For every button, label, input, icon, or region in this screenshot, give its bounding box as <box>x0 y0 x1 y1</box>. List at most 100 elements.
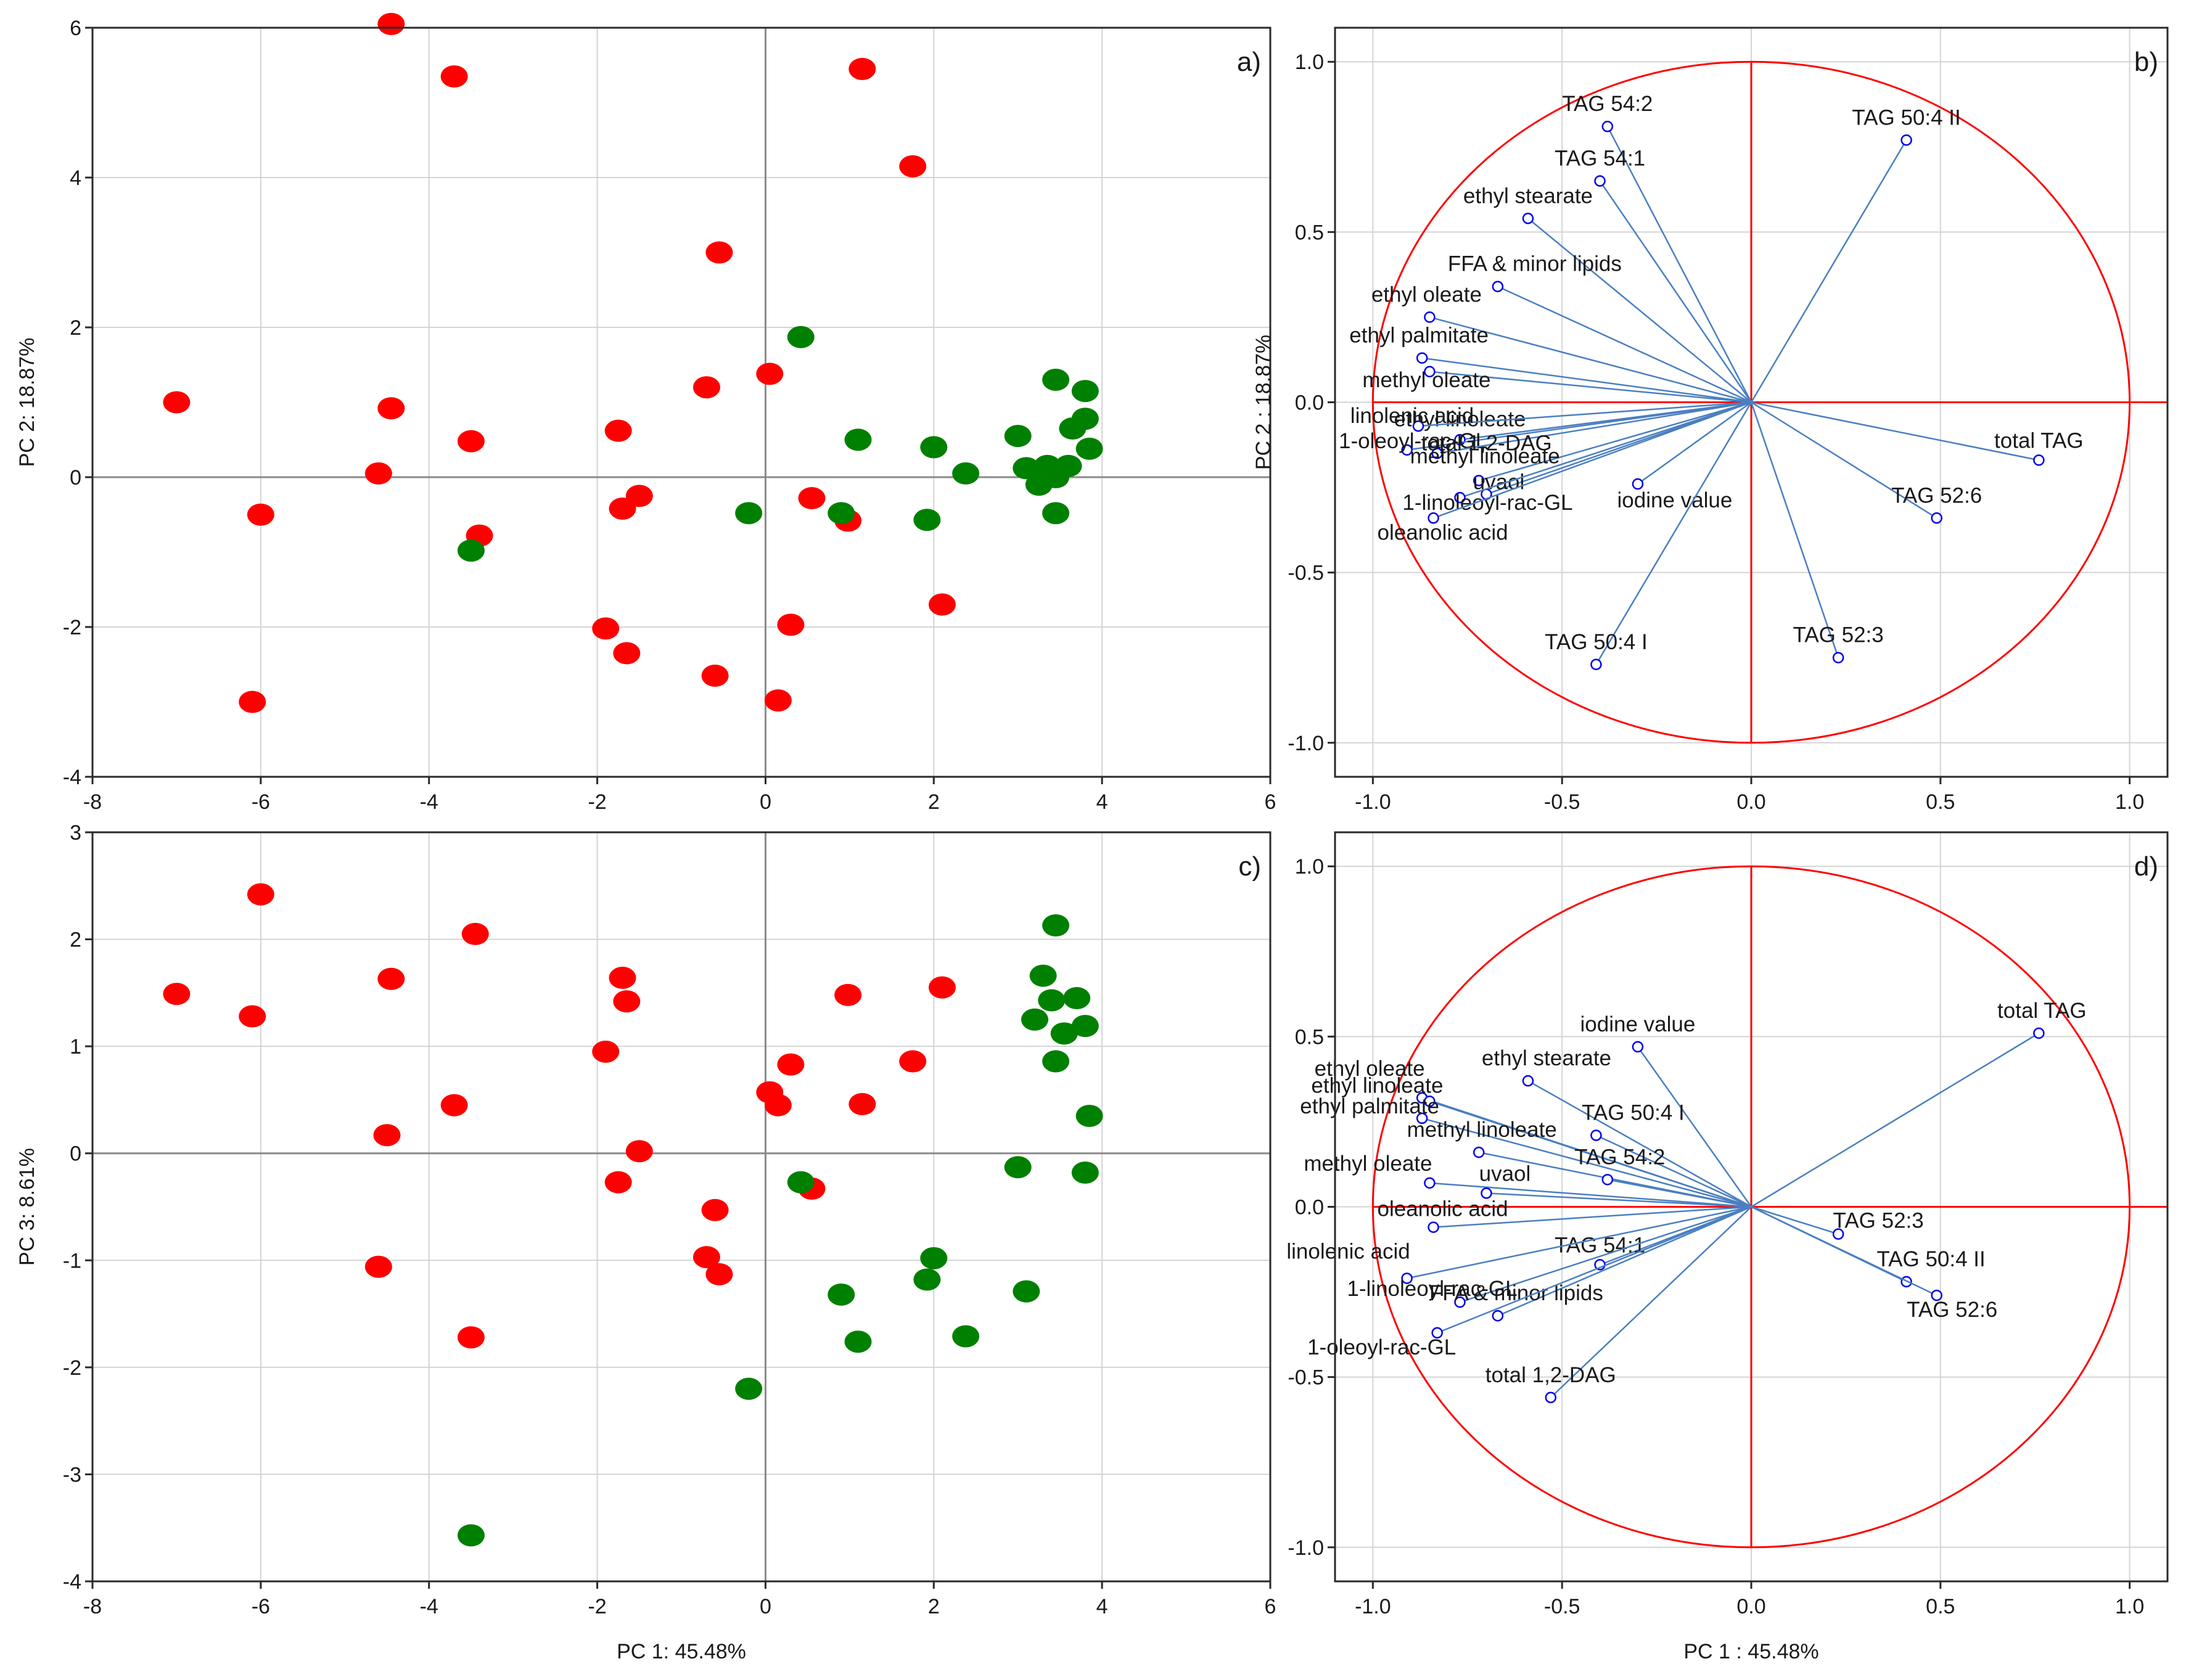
green-sample-point <box>913 509 941 531</box>
green-sample-point <box>1059 417 1087 440</box>
loading-vector <box>1460 401 1752 499</box>
loading-marker <box>1601 120 1614 133</box>
loading-marker <box>1832 652 1844 663</box>
y-tick-label: -4 <box>63 766 81 789</box>
red-sample-point <box>364 462 392 485</box>
loading-vector <box>1606 126 1752 403</box>
loading-vector <box>1429 1182 1752 1208</box>
x-tick-label: -6 <box>252 790 270 814</box>
loading-marker <box>2033 454 2045 466</box>
green-sample-point <box>828 502 855 525</box>
variable-label: TAG 52:3 <box>1833 1209 1924 1233</box>
loading-marker <box>1424 1096 1436 1107</box>
panel-d-loadings-plot: total TAG iodine value ethyl oleate ethyl s… <box>1286 831 2169 1663</box>
loading-vector <box>1527 218 1752 403</box>
x-axis-title: PC 1: 45.48% <box>617 1640 746 1663</box>
green-sample-point <box>1021 1008 1048 1031</box>
variable-label: total 1,2-DAG <box>1485 1363 1616 1387</box>
red-sample-point <box>609 498 636 520</box>
loading-vector <box>1437 401 1752 454</box>
green-sample-point <box>787 1171 815 1194</box>
loading-vector <box>1407 401 1752 451</box>
green-sample-point <box>1013 1280 1040 1303</box>
red-sample-point <box>764 1094 792 1117</box>
green-sample-point <box>1029 964 1057 987</box>
loading-marker <box>1632 478 1644 490</box>
variable-label: total TAG <box>1997 999 2087 1023</box>
x-tick-label: -2 <box>588 1595 606 1618</box>
variable-label: 1-oleoyl-rac-GL <box>1307 1335 1456 1359</box>
x-tick-label: 4 <box>1096 790 1108 814</box>
y-tick-label: 0 <box>70 1142 81 1166</box>
y-tick-label: -1.0 <box>1288 1536 1324 1560</box>
loading-vector <box>1433 1206 1752 1228</box>
green-sample-point <box>1042 502 1070 525</box>
loading-marker <box>1590 1129 1602 1141</box>
red-sample-point <box>764 689 792 712</box>
y-tick-label: 4 <box>70 166 81 190</box>
loading-vector <box>1429 371 1752 403</box>
variable-label: TAG 50:4 II <box>1852 105 1960 129</box>
red-sample-point <box>592 1040 620 1063</box>
x-tick-label: -8 <box>83 790 102 814</box>
x-tick-label: 0 <box>760 790 771 814</box>
loading-vector <box>1750 402 1839 658</box>
plot-frame <box>91 27 1272 778</box>
loading-marker <box>1473 475 1485 486</box>
y-tick-label: 0.5 <box>1295 221 1324 244</box>
variable-label: 1-linoleoyl-rac-GL <box>1347 1277 1517 1301</box>
loading-vector <box>1595 1134 1752 1208</box>
loading-marker <box>1401 1272 1413 1284</box>
loading-vector <box>1460 1206 1752 1303</box>
variable-label: FFA & minor lipids <box>1448 252 1622 276</box>
loading-vector <box>1751 1032 2040 1208</box>
variable-label: TAG 50:4 I <box>1545 630 1648 654</box>
x-tick-label: 0.0 <box>1736 790 1765 814</box>
variable-label: ethyl stearate <box>1482 1046 1611 1070</box>
loading-marker <box>1522 213 1534 224</box>
loading-marker <box>1522 1075 1534 1087</box>
loading-marker <box>1900 134 1912 146</box>
y-tick-label: -3 <box>63 1463 81 1486</box>
red-sample-point <box>928 976 956 999</box>
panel-a-score-plot: -8 -6 -4 -2 0 2 4 6 -4 -2 0 2 4 6 PC 2: 18.87% a) <box>15 12 1276 814</box>
loading-marker <box>1424 311 1436 323</box>
green-sample-point <box>1075 437 1103 460</box>
loading-vector <box>1550 1206 1752 1398</box>
red-sample-point <box>377 967 405 990</box>
panel-label: b) <box>2134 47 2158 77</box>
green-sample-point <box>913 1268 941 1291</box>
green-sample-point <box>828 1283 855 1306</box>
x-tick-label: -8 <box>83 1595 102 1618</box>
red-sample-point <box>440 1094 468 1117</box>
green-sample-point <box>844 1330 872 1353</box>
loading-vector <box>1751 1206 1839 1235</box>
red-sample-point <box>163 391 191 414</box>
loading-vector <box>1437 1206 1752 1334</box>
y-tick-label: 0.5 <box>1295 1025 1324 1049</box>
green-sample-point <box>457 539 485 562</box>
loading-marker <box>1428 512 1439 524</box>
panel-label: c) <box>1238 851 1261 882</box>
loading-marker <box>1832 1228 1844 1240</box>
x-tick-label: 0.0 <box>1736 1595 1765 1618</box>
loading-vector <box>1486 1192 1752 1208</box>
red-sample-point <box>239 690 266 713</box>
loading-marker <box>2033 1027 2045 1039</box>
y-tick-label: -1 <box>63 1249 81 1272</box>
red-sample-point <box>163 983 191 1006</box>
loading-marker <box>1401 444 1413 456</box>
red-sample-point <box>701 1199 729 1221</box>
green-sample-point <box>1004 425 1032 448</box>
variable-label: TAG 50:4 I <box>1582 1101 1685 1125</box>
red-sample-point <box>604 419 632 442</box>
variable-label: linolenic acid <box>1350 404 1474 428</box>
loading-marker <box>1412 420 1424 432</box>
red-sample-point <box>692 376 720 399</box>
loading-marker <box>1454 491 1466 504</box>
variable-label: methyl oleate <box>1362 368 1490 392</box>
loading-vector <box>1429 316 1752 403</box>
variable-label: linolenic acid <box>1286 1239 1410 1263</box>
red-sample-point <box>364 1255 392 1278</box>
red-sample-point <box>377 397 405 420</box>
